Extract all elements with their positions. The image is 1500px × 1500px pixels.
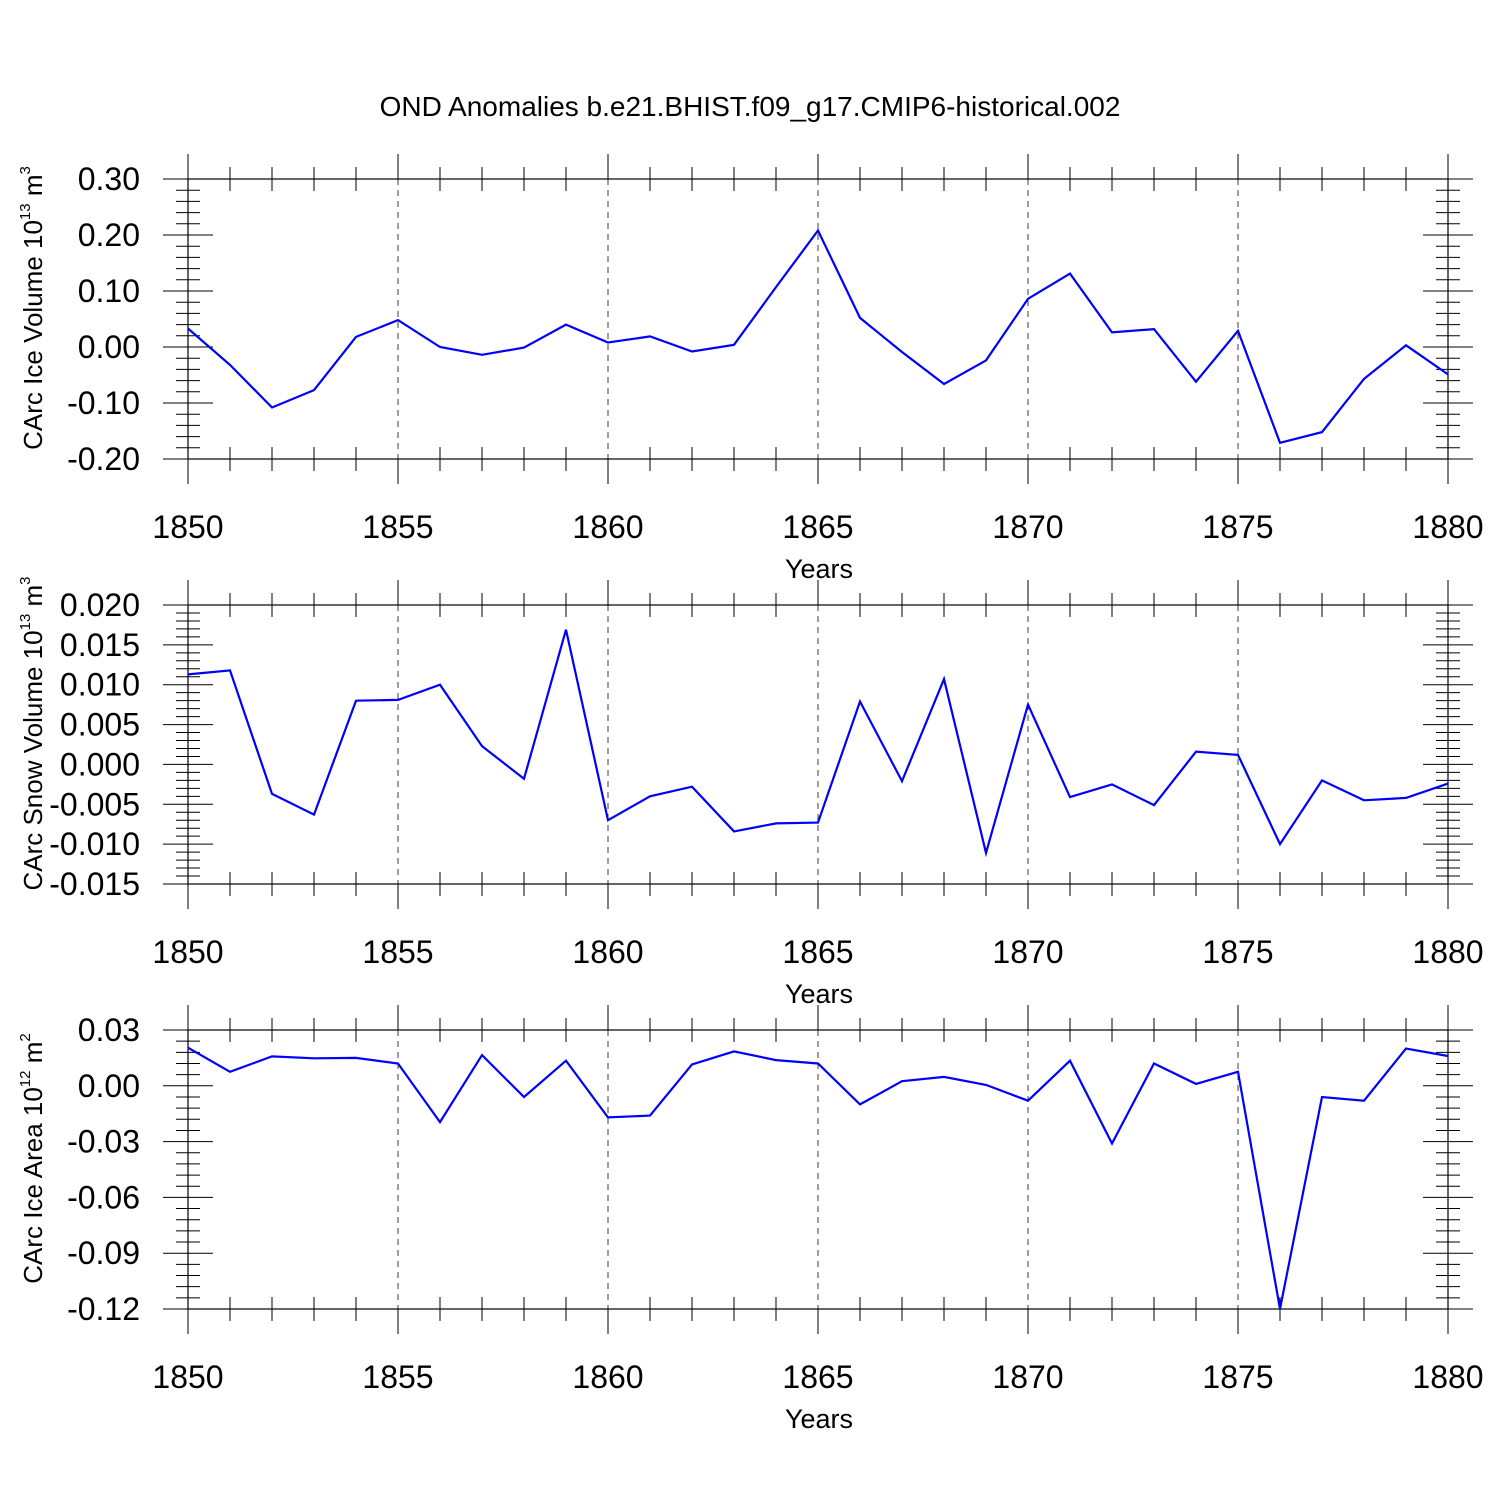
x-tick-label: 1850 — [152, 934, 223, 970]
y-axis-label-unit: m — [18, 174, 48, 203]
plot-frame — [187, 178, 1449, 460]
y-tick-label: 0.005 — [60, 707, 140, 743]
y-axis-label-unit-exponent: 3 — [17, 576, 34, 584]
x-tick-label: 1880 — [1412, 934, 1483, 970]
figure-title: OND Anomalies b.e21.BHIST.f09_g17.CMIP6-… — [380, 91, 1121, 122]
x-tick-label: 1865 — [782, 509, 853, 545]
y-tick-label: 0.20 — [78, 217, 140, 253]
y-tick-label: 0.30 — [78, 161, 140, 197]
series-line — [187, 1046, 1449, 1310]
x-axis-label: Years — [785, 554, 853, 584]
x-tick-label: 1850 — [152, 1359, 223, 1395]
y-tick-label: 0.000 — [60, 746, 140, 782]
x-tick-label: 1880 — [1412, 509, 1483, 545]
y-axis-label-unit-exponent: 2 — [17, 1033, 34, 1041]
plot-frame — [187, 604, 1449, 885]
y-axis-label-unit: m — [18, 585, 48, 614]
panel-2: 1850 1855 1860 1865 1870 1875 1880 -0.015 -0.010… — [17, 576, 1484, 1009]
panels: 1850 1855 1860 1865 1870 1875 1880 -0.20 -0.10 0.… — [17, 154, 1484, 1434]
panel-3: 1850 1855 1860 1865 1870 1875 1880 -0.12 -0.09 -0… — [17, 1005, 1484, 1434]
plot-frame — [187, 1029, 1449, 1310]
y-tick-label: 0.00 — [78, 1068, 140, 1104]
x-axis-label: Years — [785, 979, 853, 1009]
y-tick-label: 0.010 — [60, 667, 140, 703]
y-axis-label-unit-exponent: 3 — [17, 166, 34, 174]
x-axis-label: Years — [785, 1404, 853, 1434]
y-tick-label: -0.09 — [67, 1235, 140, 1271]
series-line — [187, 228, 1449, 445]
y-tick-label: -0.20 — [67, 441, 140, 477]
y-axis-label: CArc Ice Area 1012 m2 — [17, 1033, 48, 1283]
y-tick-label: 0.015 — [60, 627, 140, 663]
y-axis-label-exponent: 13 — [17, 614, 34, 631]
y-axis-label-main: CArc Ice Volume 10 — [18, 220, 48, 450]
y-axis-label-unit: m — [18, 1042, 48, 1071]
x-tick-label: 1865 — [782, 1359, 853, 1395]
x-tick-label: 1875 — [1202, 934, 1273, 970]
x-tick-label: 1855 — [362, 934, 433, 970]
x-tick-label: 1870 — [992, 934, 1063, 970]
y-tick-label: -0.03 — [67, 1124, 140, 1160]
y-axis-label: CArc Snow Volume 1013 m3 — [17, 576, 48, 890]
y-axis-label-main: CArc Snow Volume 10 — [18, 630, 48, 890]
y-tick-label: -0.010 — [49, 826, 140, 862]
x-tick-label: 1855 — [362, 509, 433, 545]
x-tick-label: 1870 — [992, 1359, 1063, 1395]
y-axis-label-exponent: 13 — [17, 203, 34, 220]
x-tick-label: 1875 — [1202, 509, 1273, 545]
y-tick-label: 0.03 — [78, 1012, 140, 1048]
x-tick-label: 1880 — [1412, 1359, 1483, 1395]
y-tick-label: 0.10 — [78, 273, 140, 309]
x-tick-label: 1865 — [782, 934, 853, 970]
y-tick-label: -0.12 — [67, 1291, 140, 1327]
x-tick-label: 1850 — [152, 509, 223, 545]
x-tick-label: 1860 — [572, 1359, 643, 1395]
y-axis-label: CArc Ice Volume 1013 m3 — [17, 166, 48, 450]
x-tick-label: 1860 — [572, 509, 643, 545]
y-tick-label: -0.10 — [67, 385, 140, 421]
y-tick-label: 0.020 — [60, 587, 140, 623]
y-axis-label-exponent: 12 — [17, 1071, 34, 1088]
series-line — [187, 629, 1449, 858]
y-tick-label: 0.00 — [78, 329, 140, 365]
x-tick-label: 1870 — [992, 509, 1063, 545]
y-axis-label-main: CArc Ice Area 10 — [18, 1087, 48, 1284]
y-tick-label: -0.005 — [49, 786, 140, 822]
x-tick-label: 1875 — [1202, 1359, 1273, 1395]
y-tick-label: -0.06 — [67, 1179, 140, 1215]
y-tick-label: -0.015 — [49, 866, 140, 902]
x-tick-label: 1855 — [362, 1359, 433, 1395]
panel-1: 1850 1855 1860 1865 1870 1875 1880 -0.20 -0.10 0.… — [17, 154, 1484, 584]
x-tick-label: 1860 — [572, 934, 643, 970]
